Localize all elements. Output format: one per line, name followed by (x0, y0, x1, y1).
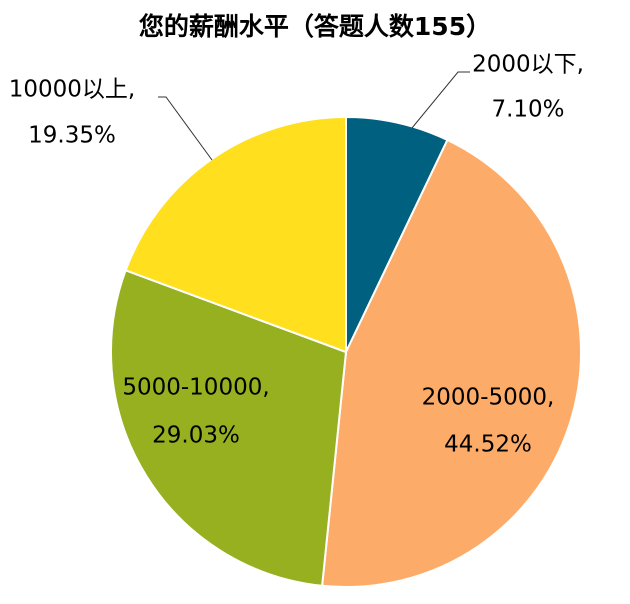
leader-line (411, 71, 470, 129)
slice-label: 2000-5000, (422, 385, 555, 411)
slice-label: 10000以上, (9, 77, 135, 103)
leader-line (158, 96, 213, 161)
pie-slice (345, 115, 449, 353)
chart-title: 您的薪酬水平（答题人数155） (139, 12, 491, 41)
slice-label: 2000以下, (472, 52, 584, 78)
slice-value-label: 44.52% (444, 432, 532, 458)
slice-label: 5000-10000, (122, 375, 269, 401)
slice-value-label: 19.35% (28, 123, 116, 149)
pie-slice (321, 138, 582, 588)
pie-slice (110, 269, 348, 587)
slice-value-label: 7.10% (491, 97, 564, 123)
slice-value-label: 29.03% (152, 423, 240, 449)
